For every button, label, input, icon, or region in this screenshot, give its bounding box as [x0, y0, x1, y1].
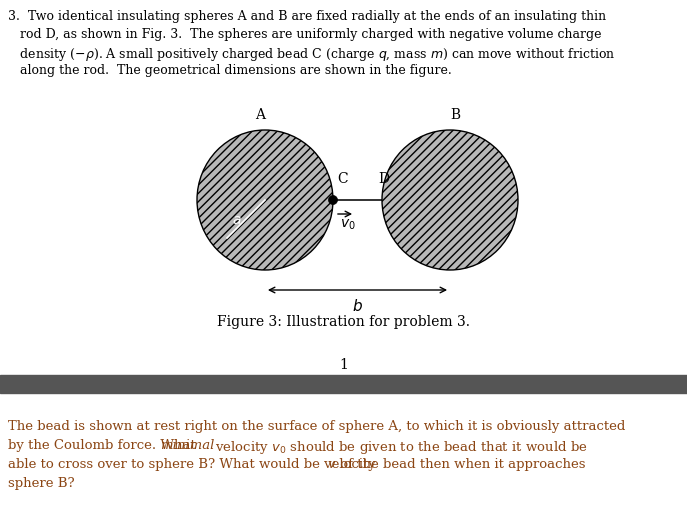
Text: rod D, as shown in Fig. 3.  The spheres are uniformly charged with negative volu: rod D, as shown in Fig. 3. The spheres a…: [8, 28, 602, 41]
Text: B: B: [450, 108, 460, 122]
Text: $b$: $b$: [352, 298, 363, 314]
Text: along the rod.  The geometrical dimensions are shown in the figure.: along the rod. The geometrical dimension…: [8, 64, 452, 77]
Text: Figure 3: Illustration for problem 3.: Figure 3: Illustration for problem 3.: [217, 315, 470, 329]
Text: minimal: minimal: [160, 439, 214, 452]
Text: of the bead then when it approaches: of the bead then when it approaches: [336, 458, 585, 471]
Bar: [0, 375, 687, 393]
Text: sphere B?: sphere B?: [8, 477, 75, 490]
Text: 1: 1: [339, 358, 348, 372]
Text: $a$: $a$: [232, 213, 242, 227]
Text: density ($-\rho$). A small positively charged bead C (charge $q$, mass $m$) can : density ($-\rho$). A small positively ch…: [8, 46, 616, 63]
Text: by the Coulomb force. What: by the Coulomb force. What: [8, 439, 200, 452]
Text: A: A: [255, 108, 265, 122]
Circle shape: [328, 195, 337, 204]
Text: D: D: [378, 172, 389, 186]
Text: The bead is shown at rest right on the surface of sphere A, to which it is obvio: The bead is shown at rest right on the s…: [8, 420, 625, 433]
Text: velocity $v_0$ should be given to the bead that it would be: velocity $v_0$ should be given to the be…: [211, 439, 587, 456]
Text: $v_0$: $v_0$: [340, 218, 356, 232]
Text: v: v: [328, 458, 335, 471]
Text: C: C: [337, 172, 348, 186]
Text: 3.  Two identical insulating spheres A and B are fixed radially at the ends of a: 3. Two identical insulating spheres A an…: [8, 10, 606, 23]
Text: able to cross over to sphere B? What would be velocity: able to cross over to sphere B? What wou…: [8, 458, 380, 471]
Ellipse shape: [382, 130, 518, 270]
Ellipse shape: [197, 130, 333, 270]
